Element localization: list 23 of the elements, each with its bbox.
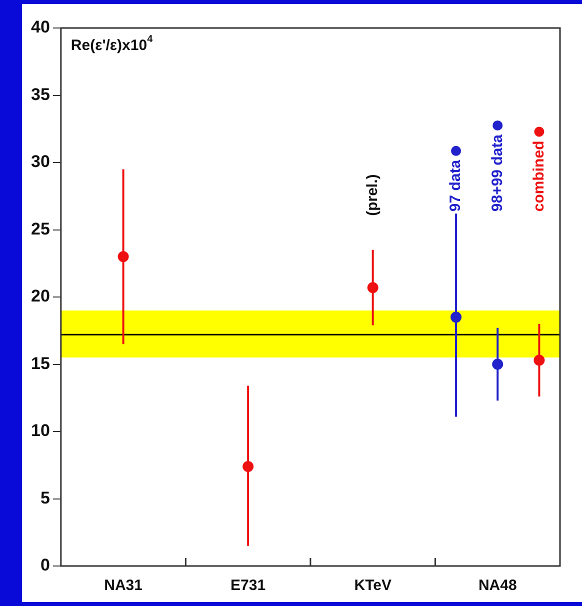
point: [242, 460, 254, 472]
y-tick-label: 40: [30, 18, 50, 37]
legend-label: combined: [530, 140, 548, 212]
y-tick-label: 0: [40, 556, 50, 575]
x-tick-label: E731: [230, 577, 266, 594]
y-tick-label: 35: [30, 84, 50, 104]
y-tick-label: 20: [30, 286, 50, 306]
y-tick-label: 30: [30, 152, 50, 172]
y-tick-label: 15: [30, 354, 50, 373]
point: [450, 312, 462, 323]
y-tick-label: 10: [30, 421, 50, 440]
point: [492, 358, 504, 370]
point: [534, 354, 545, 366]
point: [367, 282, 378, 294]
x-tick-label: NA31: [104, 577, 142, 594]
legend-label: 97 data: [447, 159, 464, 212]
y-tick-label: 5: [40, 488, 50, 508]
annotation: (prel.): [364, 174, 381, 216]
x-tick-label: NA48: [478, 577, 517, 594]
y-tick-label: 25: [30, 219, 50, 238]
legend-label: 98+99 data: [488, 134, 506, 212]
point: [118, 251, 129, 262]
x-tick-label: KTeV: [354, 577, 392, 594]
